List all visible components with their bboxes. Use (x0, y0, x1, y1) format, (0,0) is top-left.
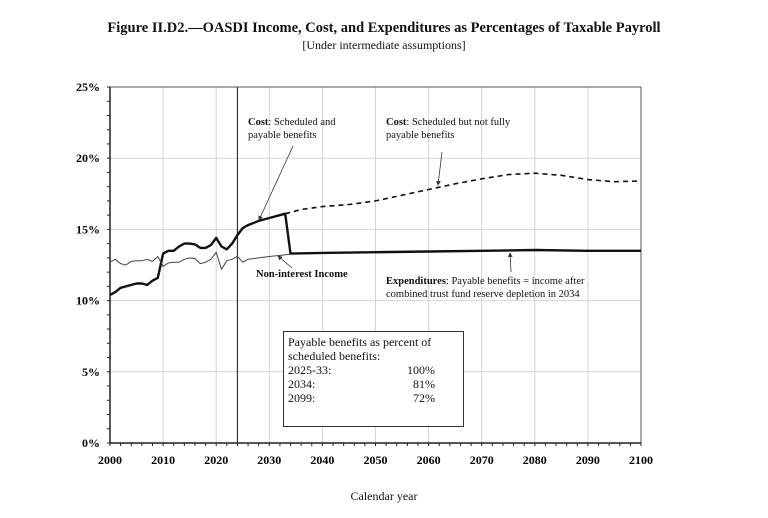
payable-benefits-box: Payable benefits as percent of scheduled… (283, 331, 464, 427)
x-tick-label: 2040 (310, 453, 334, 467)
x-tick-label: 2080 (523, 453, 547, 467)
x-tick-label: 2050 (364, 453, 388, 467)
annotation-cost-unpaid: Cost: Scheduled but not fully payable be… (386, 117, 511, 141)
y-tick-label: 20% (76, 151, 100, 165)
x-axis-label: Calendar year (350, 489, 418, 503)
x-tick-label: 2000 (98, 453, 122, 467)
box-heading: Payable benefits as percent of scheduled… (288, 335, 432, 363)
annotation-expenditures: Expenditures: Payable benefits = income … (386, 276, 585, 300)
box-row: 2099: 72% (288, 391, 435, 405)
y-tick-label: 10% (76, 294, 100, 308)
arrow-expenditures (507, 252, 513, 273)
annotation-cost-payable: Cost: Scheduled and payable benefits (248, 117, 336, 141)
series-line-cost-payable (109, 212, 641, 296)
arrow-income (277, 255, 293, 269)
arrow-cost-payable (258, 145, 294, 221)
box-row: 2025-33: 100% (288, 363, 435, 377)
x-tick-label: 2060 (417, 453, 441, 467)
x-tick-label: 2070 (470, 453, 494, 467)
series-line-income (109, 251, 291, 270)
chart-subtitle: [Under intermediate assumptions] (302, 38, 466, 52)
x-tick-label: 2090 (576, 453, 600, 467)
y-tick-label: 0% (82, 436, 100, 450)
x-tick-label: 2020 (204, 453, 228, 467)
x-tick-label: 2010 (151, 453, 175, 467)
x-tick-label: 2100 (629, 453, 653, 467)
arrow-cost-scheduled (436, 151, 443, 186)
y-tick-label: 25% (76, 80, 100, 94)
box-row: 2034: 81% (288, 377, 435, 391)
y-tick-label: 5% (82, 365, 100, 379)
annotation-income: Non-interest Income (256, 269, 348, 280)
x-tick-label: 2030 (257, 453, 281, 467)
chart-title: Figure II.D2.—OASDI Income, Cost, and Ex… (107, 20, 661, 36)
series-line-cost-scheduled (284, 172, 642, 215)
y-tick-label: 15% (76, 222, 100, 236)
